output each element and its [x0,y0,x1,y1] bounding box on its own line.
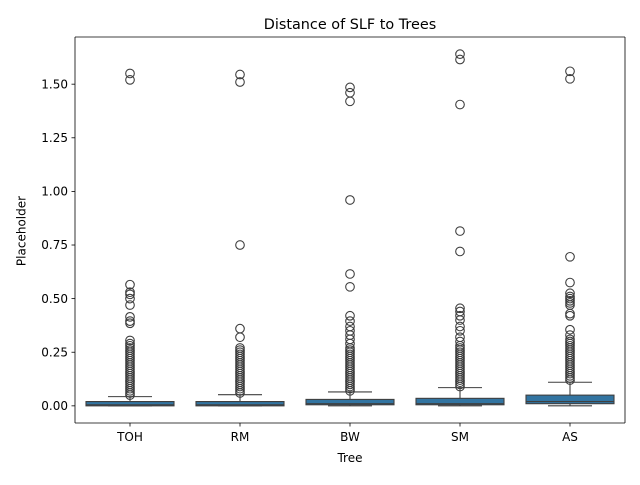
outlier-toh [125,318,135,329]
outlier-as [565,375,575,385]
outlier-sm [455,325,465,336]
outlier-sm [455,321,465,332]
outlier-as [565,288,575,299]
outlier-bw [345,281,355,292]
outlier-sm [455,315,465,325]
x-tick-label: SM [451,430,469,444]
outlier-sm [455,49,465,60]
outlier-sm [455,226,465,236]
box-sm [415,397,505,406]
outlier-rm [235,332,245,343]
outlier-as [565,251,575,262]
outlier-as [565,73,575,84]
y-tick-label: 0.00 [41,399,68,413]
outlier-bw [345,195,355,205]
y-tick-label: 0.25 [41,345,68,359]
x-axis-label: Tree [336,451,362,465]
outlier-sm [455,54,465,65]
outlier-sm [455,381,465,392]
outlier-rm [235,240,245,250]
outlier-as [565,324,575,335]
y-tick-label: 1.50 [41,77,68,91]
y-tick-label: 0.75 [41,238,68,252]
outlier-toh [125,335,135,346]
outlier-bw [345,269,355,279]
outlier-toh [125,300,135,310]
outlier-toh [125,279,135,290]
outlier-bw [345,310,355,321]
outlier-toh [125,75,135,85]
y-tick-label: 0.50 [41,292,68,306]
outlier-rm [235,69,245,80]
outlier-sm [455,246,465,257]
outlier-as [565,310,575,321]
box-as [525,394,615,405]
x-tick-label: RM [231,430,250,444]
outlier-sm [455,303,465,314]
box-toh [85,401,175,407]
outlier-bw [345,385,355,396]
outlier-bw [345,316,355,326]
chart-title: Distance of SLF to Trees [264,17,436,33]
x-tick-label: BW [340,430,360,444]
box-bw [305,398,395,406]
outlier-toh [125,289,135,300]
plot-area: 0.00 0.25 0.50 0.75 1.00 1.25 1.50 TOH RM BW SM AS [41,36,626,444]
x-tick-label: AS [562,430,578,444]
y-axis-label: Placeholder [15,196,29,266]
box-rm [195,401,285,407]
y-tick-label: 1.25 [41,131,68,145]
outlier-sm [455,310,465,321]
outlier-bw [345,96,355,107]
outlier-bw [345,82,355,93]
outlier-sm [455,99,465,110]
x-tick-label: TOH [116,430,143,444]
outlier-toh [125,293,135,304]
outlier-as [565,66,575,77]
y-tick-label: 1.00 [41,185,68,199]
outlier-toh [125,312,135,322]
outlier-rm [235,388,245,398]
outlier-toh [125,390,135,400]
outlier-toh [125,68,135,79]
outlier-rm [235,77,245,87]
outlier-as [565,277,575,288]
